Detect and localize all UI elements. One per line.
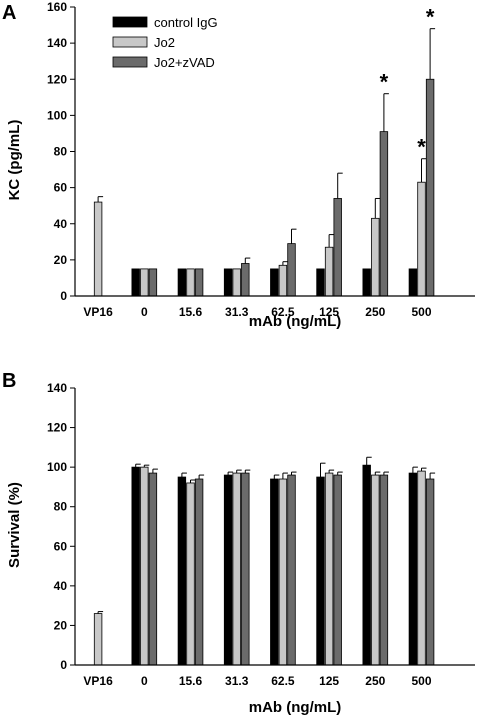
bar	[379, 131, 389, 297]
x-tick-label: 31.3	[225, 674, 249, 688]
legend-swatch	[112, 36, 148, 48]
bar	[148, 472, 158, 666]
x-tick-label: 0	[141, 674, 148, 688]
bar	[186, 268, 195, 297]
bar	[93, 201, 103, 297]
panel-a-xlabel: mAb (ng/mL)	[249, 313, 341, 330]
bar	[362, 464, 371, 666]
panel-a-letter: A	[2, 2, 16, 24]
x-tick-label: 250	[365, 674, 385, 688]
panel-b-letter: B	[2, 370, 16, 392]
x-tick-label: 125	[319, 305, 339, 319]
x-tick-label: 62.5	[271, 674, 295, 688]
bar	[270, 478, 279, 666]
x-tick-label: 15.6	[179, 674, 203, 688]
significance-star: *	[417, 135, 426, 160]
bar	[177, 268, 187, 297]
y-tick-label: 0	[60, 658, 67, 672]
legend-swatch	[112, 16, 148, 28]
x-tick-label: VP16	[83, 305, 113, 319]
bar	[194, 268, 204, 297]
bar	[371, 217, 380, 297]
bar	[333, 474, 342, 666]
bar	[232, 268, 241, 297]
bar	[417, 181, 426, 297]
legend-label: Jo2	[154, 35, 175, 50]
bar	[316, 268, 325, 297]
bar	[379, 474, 389, 666]
y-tick-label: 100	[47, 460, 67, 474]
bar	[333, 198, 342, 297]
x-tick-label: 125	[319, 674, 339, 688]
panel-b-ylabel: Survival (%)	[6, 482, 23, 568]
bar	[131, 466, 140, 666]
bar	[287, 243, 296, 297]
bar	[408, 472, 418, 666]
y-tick-label: 80	[54, 500, 68, 514]
x-tick-label: 500	[411, 674, 431, 688]
y-tick-label: 40	[54, 217, 68, 231]
y-tick-label: 100	[47, 108, 67, 122]
panel-a-ylabel: KC (pg/mL)	[6, 120, 23, 201]
bar	[316, 476, 325, 666]
bar	[223, 268, 233, 297]
bar	[417, 470, 426, 666]
bar	[241, 263, 250, 297]
bar	[131, 268, 140, 297]
y-tick-label: 140	[47, 381, 67, 395]
legend-swatch	[112, 56, 148, 68]
legend-label: control IgG	[154, 15, 218, 30]
significance-star: *	[426, 5, 435, 30]
bar	[324, 472, 334, 666]
bar	[223, 474, 233, 666]
y-tick-label: 40	[54, 579, 68, 593]
y-tick-label: 0	[60, 289, 67, 303]
y-tick-label: 120	[47, 421, 67, 435]
x-tick-label: VP16	[83, 674, 113, 688]
y-tick-label: 80	[54, 145, 68, 159]
y-tick-label: 60	[54, 181, 68, 195]
panel-b: B Survival (%) mAb (ng/mL) 0 20 40 60 80 100 1…	[2, 370, 475, 716]
panel-a: A KC (pg/mL) mAb (ng/mL) control IgG Jo2 J…	[2, 0, 475, 330]
bar	[270, 268, 279, 297]
bar	[324, 246, 334, 297]
y-tick-label: 120	[47, 72, 67, 86]
panel-b-xlabel: mAb (ng/mL)	[249, 699, 341, 716]
bar	[278, 264, 288, 297]
bar	[140, 268, 149, 297]
bar	[177, 476, 187, 666]
bar	[408, 268, 418, 297]
x-tick-label: 0	[141, 305, 148, 319]
bar	[93, 613, 103, 666]
x-tick-label: 31.3	[225, 305, 249, 319]
legend: control IgG Jo2 Jo2+zVAD	[112, 15, 218, 70]
bar	[362, 268, 371, 297]
bar	[425, 478, 435, 666]
bar	[148, 268, 158, 297]
y-tick-label: 20	[54, 253, 68, 267]
bar	[287, 474, 296, 666]
bar	[278, 478, 288, 666]
significance-star: *	[380, 70, 389, 95]
y-tick-label: 20	[54, 618, 68, 632]
y-tick-label: 140	[47, 36, 67, 50]
bar	[371, 474, 380, 666]
x-tick-label: 15.6	[179, 305, 203, 319]
y-tick-label: 60	[54, 539, 68, 553]
bar	[194, 478, 204, 666]
bar	[140, 466, 149, 666]
x-tick-label: 500	[411, 305, 431, 319]
bar	[186, 482, 195, 666]
bar	[425, 78, 435, 297]
bar	[232, 472, 241, 666]
legend-label: Jo2+zVAD	[154, 55, 215, 70]
bar	[241, 472, 250, 666]
x-tick-label: 62.5	[271, 305, 295, 319]
x-tick-label: 250	[365, 305, 385, 319]
y-tick-label: 160	[47, 0, 67, 14]
